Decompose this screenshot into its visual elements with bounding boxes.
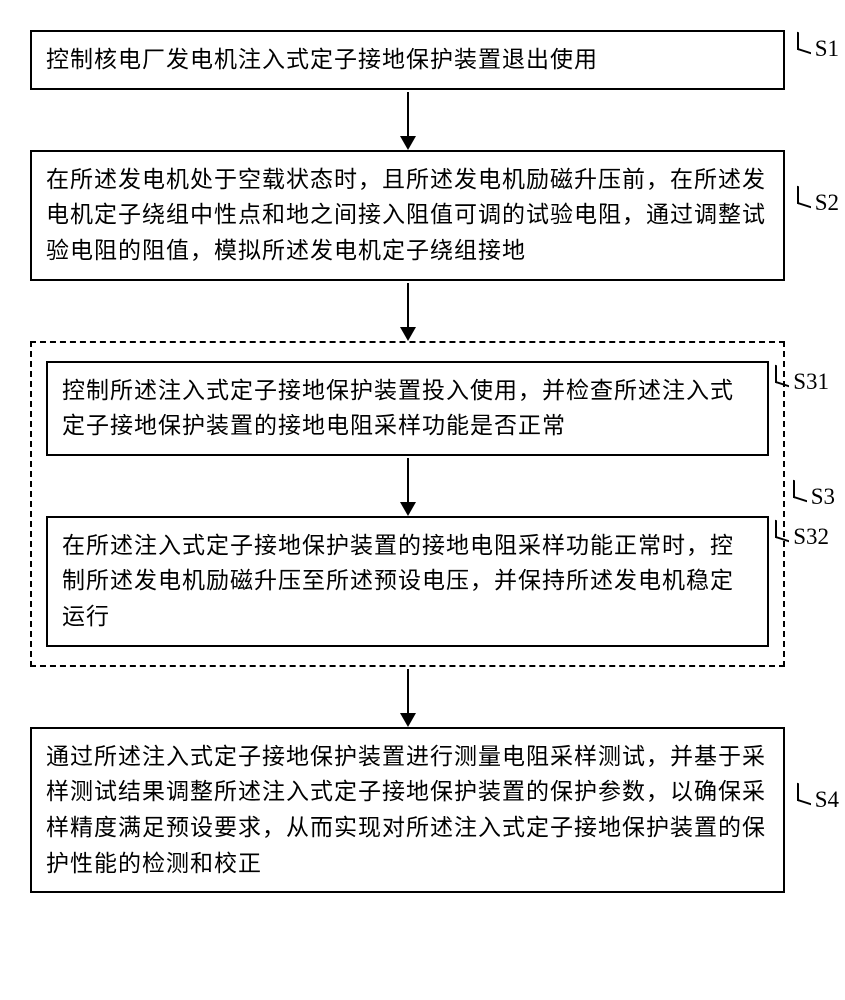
arrow-head-icon [400,327,416,341]
step-s1-id: S1 [815,36,839,62]
step-s4-box: 通过所述注入式定子接地保护装置进行测量电阻采样测试，并基于采样测试结果调整所述注… [30,727,785,894]
step-s2-box: 在所述发电机处于空载状态时，且所述发电机励磁升压前，在所述发电机定子绕组中性点和… [30,150,785,281]
tick-icon [775,520,789,543]
arrow-head-icon [400,502,416,516]
step-s3-label: S3 [793,484,835,510]
step-s31-label: S31 [775,369,829,395]
step-s1-label: S1 [797,36,839,62]
step-s31-box: 控制所述注入式定子接地保护装置投入使用，并检查所述注入式定子接地保护装置的接地电… [46,361,769,456]
step-s3-wrap: 控制所述注入式定子接地保护装置投入使用，并检查所述注入式定子接地保护装置的接地电… [30,341,785,667]
arrow-head-icon [400,136,416,150]
tick-icon [797,32,811,55]
step-s2-wrap: 在所述发电机处于空载状态时，且所述发电机励磁升压前，在所述发电机定子绕组中性点和… [30,150,785,281]
arrow-s1-s2 [400,92,416,150]
tick-icon [793,480,807,503]
arrow-head-icon [400,713,416,727]
arrow-s2-s3 [400,283,416,341]
step-s4-label: S4 [797,787,839,813]
step-s32-box: 在所述注入式定子接地保护装置的接地电阻采样功能正常时，控制所述发电机励磁升压至所… [46,516,769,647]
step-s1-wrap: 控制核电厂发电机注入式定子接地保护装置退出使用 S1 [30,30,785,90]
step-s32-wrap: 在所述注入式定子接地保护装置的接地电阻采样功能正常时，控制所述发电机励磁升压至所… [46,516,769,647]
arrow-line [407,92,409,136]
arrow-line [407,458,409,502]
arrow-line [407,669,409,713]
step-s31-id: S31 [793,369,829,395]
step-s4-wrap: 通过所述注入式定子接地保护装置进行测量电阻采样测试，并基于采样测试结果调整所述注… [30,727,785,894]
step-s3-id: S3 [811,484,835,510]
step-s32-label: S32 [775,524,829,550]
step-s1-box: 控制核电厂发电机注入式定子接地保护装置退出使用 [30,30,785,90]
arrow-line [407,283,409,327]
tick-icon [797,782,811,805]
flowchart-container: 控制核电厂发电机注入式定子接地保护装置退出使用 S1 在所述发电机处于空载状态时… [30,30,785,893]
step-s3-dashed-group: 控制所述注入式定子接地保护装置投入使用，并检查所述注入式定子接地保护装置的接地电… [30,341,785,667]
tick-icon [797,185,811,208]
step-s4-id: S4 [815,787,839,813]
tick-icon [775,364,789,387]
step-s2-label: S2 [797,190,839,216]
step-s32-id: S32 [793,524,829,550]
arrow-s31-s32 [400,458,416,516]
arrow-s3-s4 [400,669,416,727]
step-s31-wrap: 控制所述注入式定子接地保护装置投入使用，并检查所述注入式定子接地保护装置的接地电… [46,361,769,456]
step-s2-id: S2 [815,190,839,216]
